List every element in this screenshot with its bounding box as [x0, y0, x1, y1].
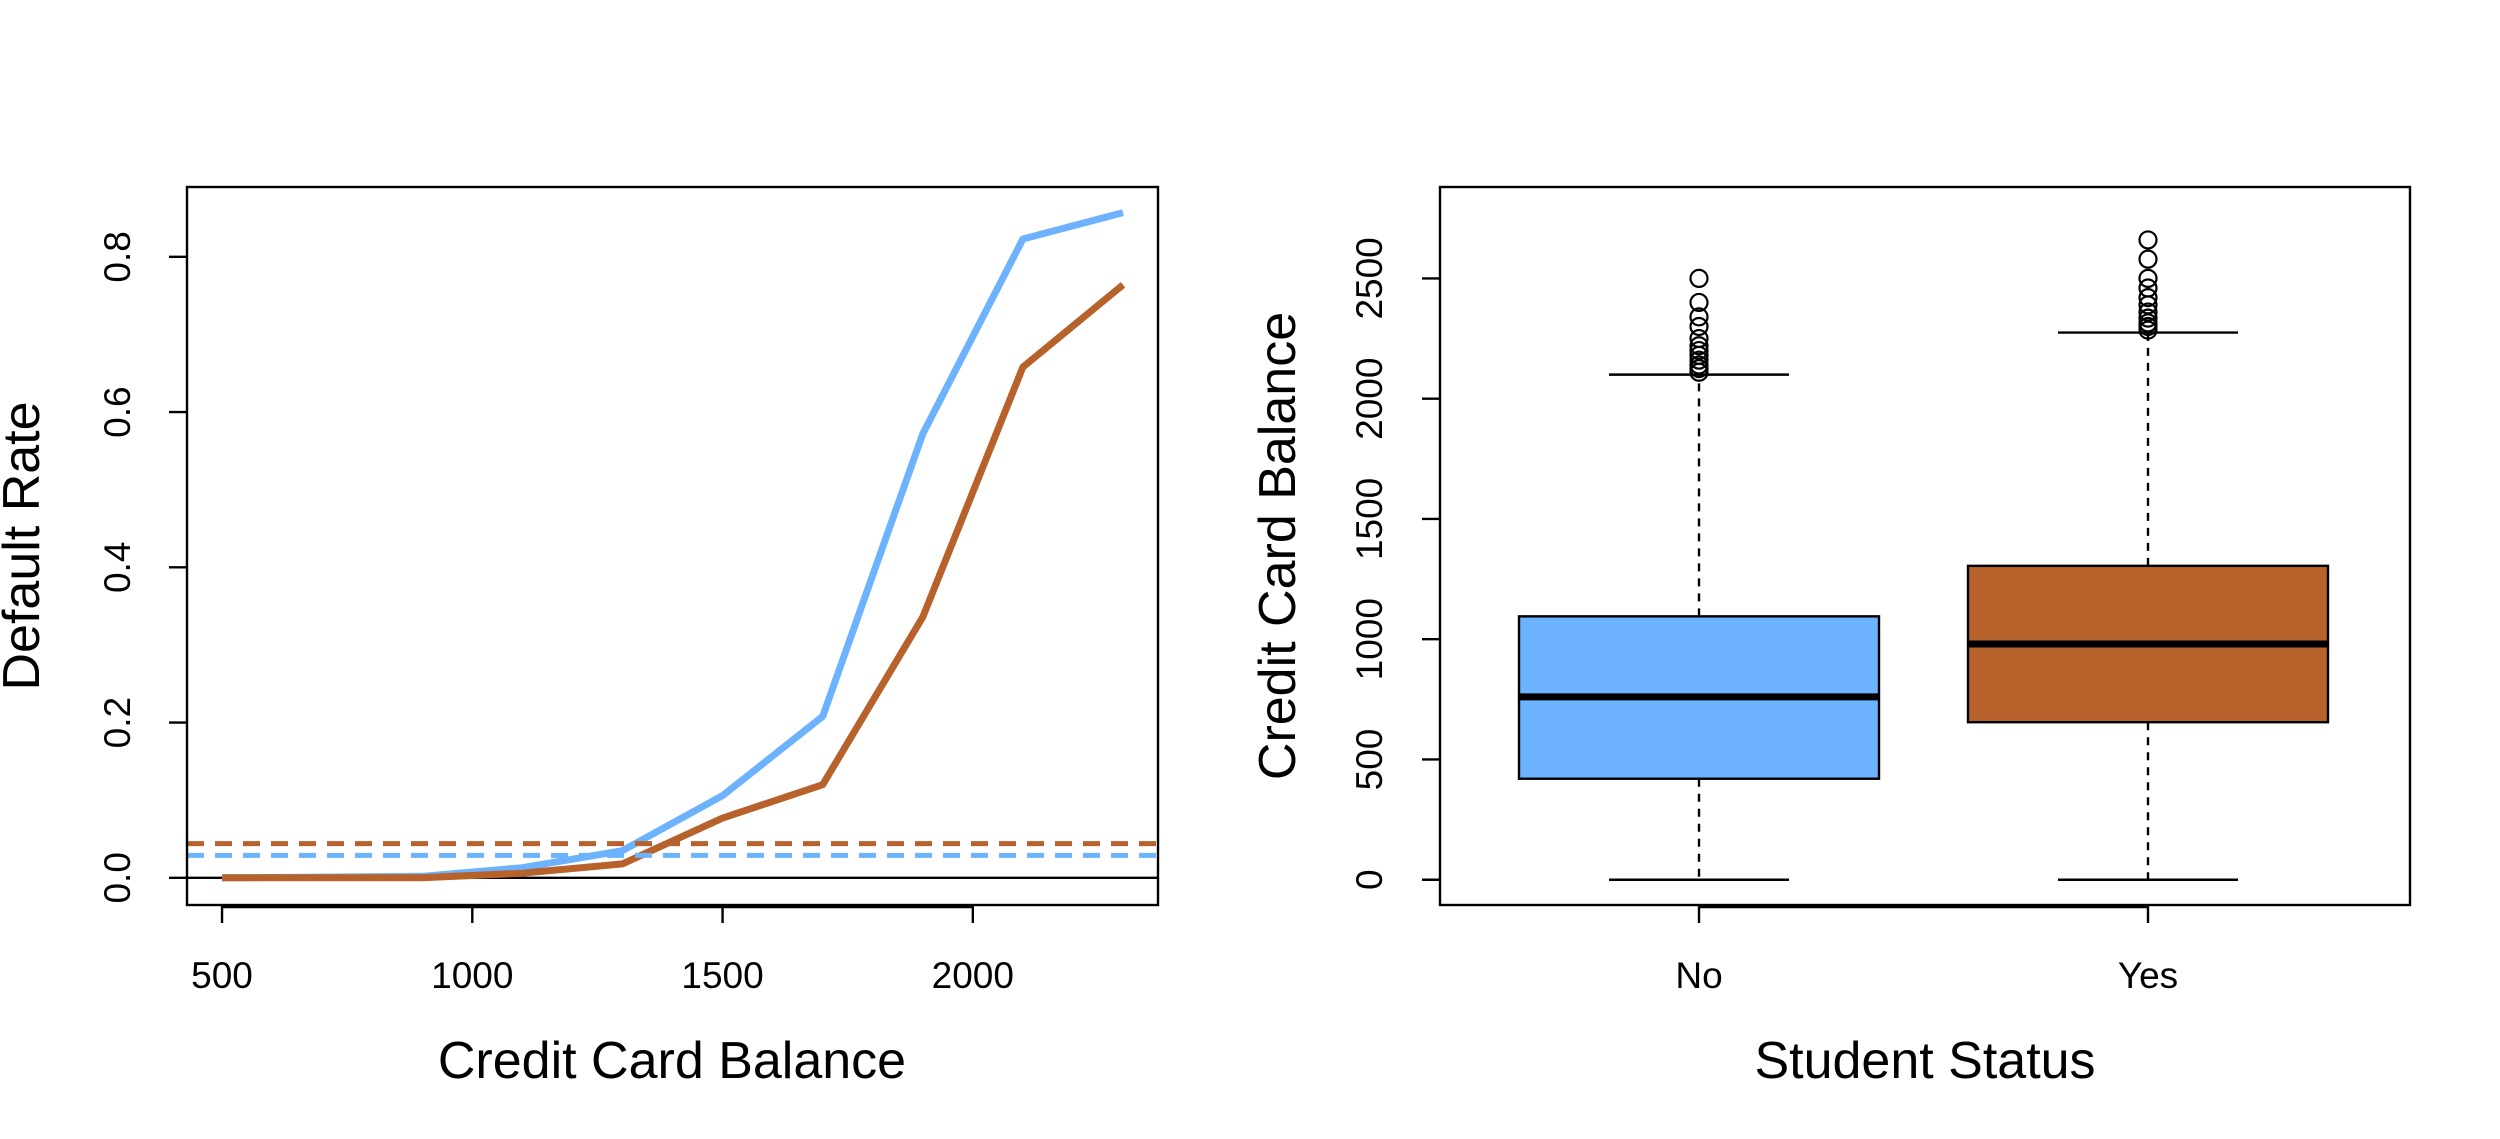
default-rate-line-chart: 500 1000 1500 2000 0.0 0.2 0.4 0.6 0.8 Credit Ca…: [0, 185, 1160, 1090]
student-line: [222, 282, 1126, 882]
line-chart-y-axis-title: Default Rate: [0, 401, 51, 690]
group-no-outlier-point: [1689, 292, 1709, 313]
box-plot-x-axis-title: Student Status: [1754, 1032, 2095, 1090]
box-layer: [1517, 230, 2330, 881]
group-no-outlier-point: [1689, 336, 1709, 356]
x-tick-label: 500: [191, 955, 253, 996]
x-tick-label: Yes: [2118, 955, 2178, 996]
group-no-outlier-point: [1689, 307, 1709, 327]
x-tick-label: No: [1675, 955, 1722, 996]
line-chart-x-axis-title: Credit Card Balance: [438, 1032, 906, 1090]
line-series-layer: [187, 209, 1158, 882]
x-tick-label: 2000: [932, 955, 1014, 996]
box-plot-frame: [1438, 185, 2412, 907]
group-no-outlier-point: [1689, 340, 1709, 361]
group-yes-outlier-point: [2138, 268, 2158, 289]
y-tick-label: 0.2: [97, 697, 138, 748]
y-tick-label: 0.0: [97, 852, 138, 903]
group-yes-outlier-point: [2138, 278, 2158, 298]
group-yes-outlier-point: [2138, 230, 2158, 250]
group-no-outlier-point: [1689, 268, 1709, 289]
x-tick-label: 1000: [431, 955, 513, 996]
group-yes-outlier-point: [2138, 302, 2158, 322]
line-chart-axes: 500 1000 1500 2000 0.0 0.2 0.4 0.6 0.8: [97, 231, 1014, 996]
y-tick-label: 2000: [1349, 358, 1390, 440]
x-tick-label: 1500: [681, 955, 763, 996]
group-no-outlier-point: [1689, 316, 1709, 337]
group-yes-outlier-point: [2138, 288, 2158, 308]
y-tick-label: 0.4: [97, 542, 138, 593]
y-tick-label: 500: [1349, 729, 1390, 791]
y-tick-label: 0.8: [97, 231, 138, 282]
y-tick-label: 0: [1349, 869, 1390, 890]
y-tick-label: 0.6: [97, 386, 138, 437]
group-no-outlier-point: [1689, 355, 1709, 375]
group-no-outlier-point: [1689, 328, 1709, 349]
y-tick-label: 1500: [1349, 478, 1390, 560]
y-tick-label: 1000: [1349, 598, 1390, 680]
line-chart-frame: [185, 185, 1160, 907]
balance-box-plot: No Yes 0 500 1000 1500 2000 2500 Student Status…: [1249, 185, 2412, 1090]
group-yes-outlier-point: [2138, 308, 2158, 328]
group-yes-outlier-point: [2138, 249, 2158, 269]
group-no-outlier-point: [1689, 350, 1709, 370]
box-plot-y-axis-title: Credit Card Balance: [1249, 312, 1307, 780]
y-tick-label: 2500: [1349, 237, 1390, 319]
box-plot-axes: No Yes 0 500 1000 1500 2000 2500: [1349, 237, 2178, 996]
